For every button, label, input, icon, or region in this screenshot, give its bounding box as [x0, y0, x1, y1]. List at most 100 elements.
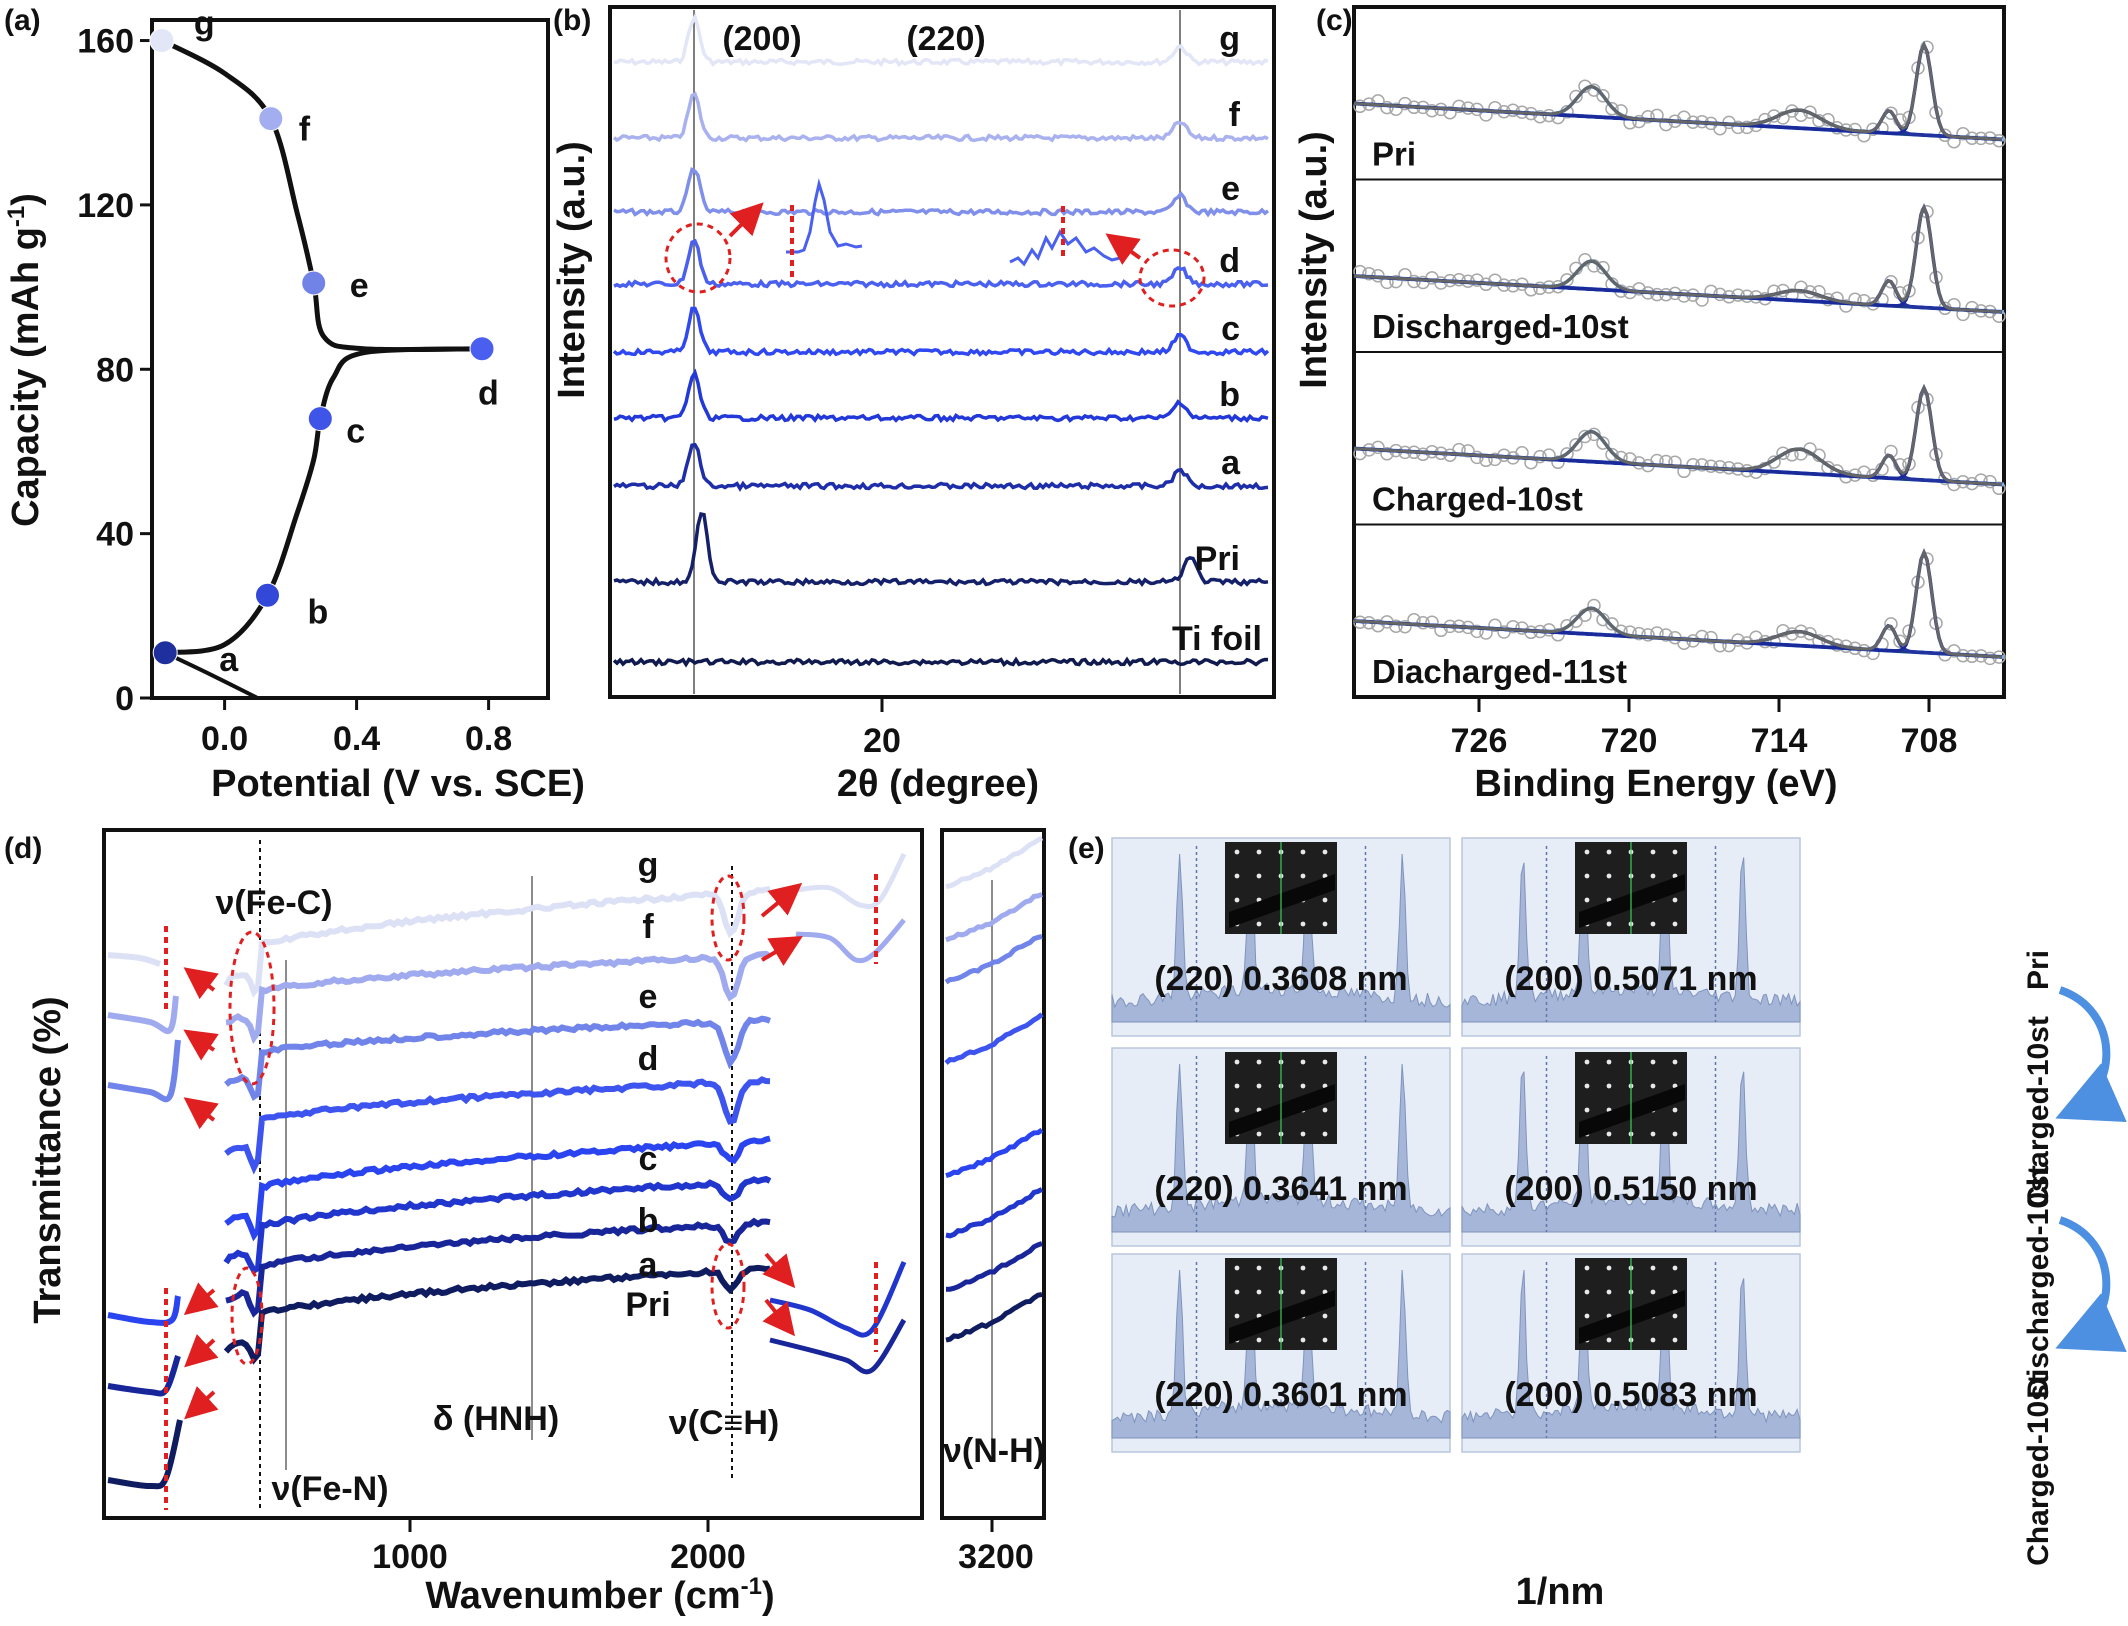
- xps-data-point: [1389, 274, 1403, 289]
- xps-data-point: [1776, 446, 1790, 460]
- saed-profile: [1111, 1063, 1451, 1233]
- xps-data-point: [1371, 618, 1385, 633]
- panel-a-x-ticks: 0.0 0.4 0.8: [201, 698, 512, 758]
- side-arrow-2: [2055, 1216, 2127, 1352]
- panel-a-y-tick-label: 40: [96, 516, 134, 554]
- saed-spot: [1234, 1083, 1240, 1089]
- peak-label-200: (200): [722, 20, 801, 58]
- saed-spot: [1322, 1107, 1328, 1113]
- xps-data-point: [1425, 615, 1439, 629]
- panel-a-x-tick-label: 0.8: [465, 720, 512, 758]
- saed-spot: [1606, 1083, 1612, 1089]
- saed-d-spacing-label: (200) 0.5083 nm: [1504, 1376, 1757, 1414]
- xps-data-point: [1425, 103, 1439, 118]
- saed-spot: [1322, 897, 1328, 903]
- ftir-arrow: [762, 1252, 796, 1289]
- xps-envelope: [1353, 548, 2003, 659]
- xps-data-point: [1596, 89, 1610, 103]
- saed-spot: [1322, 921, 1328, 927]
- saed-spot: [1584, 1107, 1590, 1113]
- xps-data-point: [1704, 630, 1718, 645]
- xps-data-point: [1452, 99, 1466, 114]
- ftir-left-pri: [107, 1419, 183, 1490]
- state-label-e: e: [350, 267, 369, 305]
- xps-data-point: [1398, 619, 1412, 634]
- panel-a-x-tick-label: 0.0: [201, 720, 248, 758]
- panel-d-x-axis-label: Wavenumber (cm-1): [425, 1573, 774, 1617]
- ftir-label-e: e: [639, 978, 658, 1016]
- panel-e-tag: (e): [1068, 832, 1105, 865]
- xps-data-point: [1398, 96, 1412, 111]
- xps-data-point: [1677, 636, 1691, 650]
- ftir-trace-a: [225, 1217, 771, 1318]
- panel-a-x-axis-label: Potential (V vs. SCE): [211, 763, 585, 805]
- saed-profile: [1111, 1269, 1451, 1439]
- xrd-label-e: e: [1221, 170, 1240, 208]
- panel-a-y-tick-label: 160: [77, 23, 134, 61]
- xps-data-point: [1551, 628, 1565, 642]
- saed-d-spacing-label: (200) 0.5071 nm: [1504, 960, 1757, 998]
- ftir-arrow: [184, 1385, 219, 1420]
- saed-cell: (200) 0.5150 nm: [1461, 1047, 1801, 1247]
- panel-c-y-axis-label: Intensity (a.u.): [1293, 131, 1335, 389]
- xps-data-point: [1389, 619, 1403, 633]
- saed-spot: [1650, 849, 1656, 855]
- saed-spot: [1300, 1059, 1306, 1065]
- ftir-trace-Pri: [223, 1264, 771, 1365]
- peak-label-220: (220): [906, 20, 985, 58]
- saed-spot: [1584, 1083, 1590, 1089]
- ftir-arrow: [760, 935, 803, 966]
- side-label: Pri: [2022, 950, 2055, 990]
- highlight-cn-upper: [710, 874, 746, 962]
- state-label-g: g: [194, 5, 215, 43]
- saed-spot: [1606, 849, 1612, 855]
- panel-c-x-tick-label: 726: [1451, 722, 1508, 760]
- state-point-c: [307, 406, 333, 432]
- panel-a-tag: (a): [4, 4, 41, 37]
- state-point-f: [258, 106, 284, 132]
- saed-cell: (220) 0.3601 nm: [1111, 1253, 1451, 1453]
- xps-data-point: [1533, 109, 1547, 124]
- xps-data-point: [1659, 628, 1673, 642]
- saed-beam-stop: [1579, 874, 1685, 928]
- state-label-a: a: [219, 641, 239, 679]
- xrd-trace-b: [613, 368, 1269, 424]
- saed-spot: [1234, 849, 1240, 855]
- state-point-g: [149, 28, 175, 54]
- saed-beam-stop: [1579, 1290, 1685, 1344]
- panel-d-frame-main: [102, 828, 924, 1520]
- saed-cell: (220) 0.3641 nm: [1111, 1047, 1451, 1247]
- state-label-d: d: [478, 375, 499, 413]
- saed-spot: [1606, 1337, 1612, 1343]
- panel-d-x-ticks: 1000 2000 3200: [372, 1518, 1034, 1576]
- saed-spot: [1584, 1289, 1590, 1295]
- label-cn: ν(C≡H): [669, 1404, 780, 1442]
- xrd-trace-Pri: [613, 512, 1269, 588]
- ftir-right-segment-Pri: [945, 1291, 1043, 1343]
- ftir-right-segment-b: [945, 1187, 1044, 1239]
- panel-e-cells: (220) 0.3608 nm (200) 0.5071 nm (220) 0.36…: [1111, 837, 1801, 1453]
- xrd-trace-d: [613, 238, 1269, 290]
- xps-data-point: [1605, 447, 1619, 462]
- xps-data-point: [1488, 452, 1502, 467]
- saed-spot: [1584, 1313, 1590, 1319]
- xps-data-point: [1569, 89, 1583, 104]
- xrd-label-d: d: [1219, 242, 1240, 280]
- ftir-trace-e: [224, 1015, 771, 1102]
- saed-spot: [1584, 849, 1590, 855]
- ftir-trace-f: [225, 950, 772, 1045]
- panel-b-x-axis-label: 2θ (degree): [837, 763, 1039, 805]
- saed-spot: [1650, 1131, 1656, 1137]
- panel-c-x-tick-label: 720: [1601, 722, 1658, 760]
- saed-beam-stop: [1229, 1290, 1335, 1344]
- saed-cell: (200) 0.5071 nm: [1461, 837, 1801, 1037]
- saed-spot: [1672, 849, 1678, 855]
- saed-spot: [1584, 897, 1590, 903]
- xps-data-point: [1506, 619, 1520, 634]
- xrd-trace-a: [613, 442, 1269, 492]
- ftir-label-c: c: [639, 1140, 658, 1178]
- state-point-e: [301, 270, 327, 296]
- discharge-curve: [160, 38, 483, 353]
- saed-spot: [1234, 1107, 1240, 1113]
